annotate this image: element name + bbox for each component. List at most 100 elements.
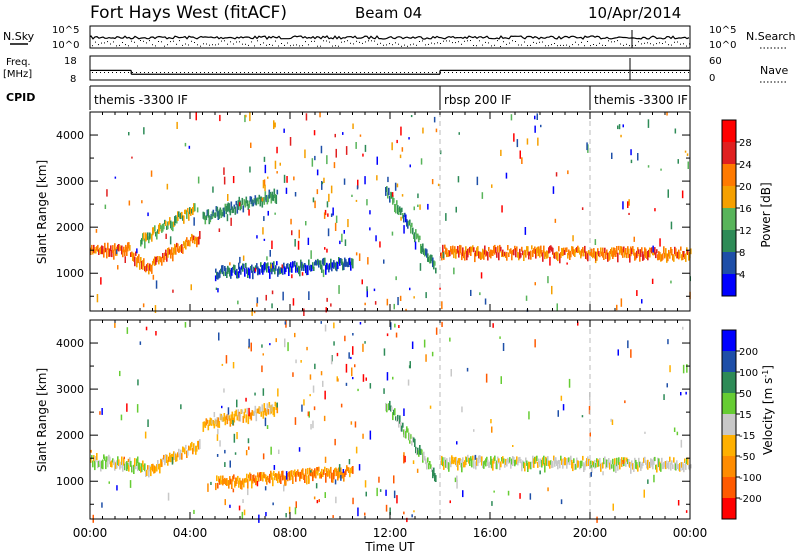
echo-cell xyxy=(217,482,219,489)
echo-cell xyxy=(483,461,485,469)
noise-cell xyxy=(290,218,292,225)
nsearch-dot xyxy=(407,45,408,47)
colorbar-tick-label: -100 xyxy=(739,473,762,484)
nave-dot xyxy=(112,72,113,73)
noise-cell xyxy=(180,404,182,410)
echo-cell xyxy=(325,472,327,483)
noise-cell xyxy=(379,489,382,492)
noise-cell xyxy=(305,113,308,121)
noise-cell xyxy=(519,493,521,499)
noise-cell xyxy=(445,213,447,221)
noise-cell xyxy=(409,164,411,168)
echo-cell xyxy=(343,471,345,482)
echo-cell xyxy=(112,245,114,254)
echo-cell xyxy=(500,461,502,468)
noise-cell xyxy=(289,137,292,146)
noise-cell xyxy=(262,453,265,460)
echo-cell xyxy=(444,457,446,466)
echo-cell xyxy=(634,252,636,261)
noise-cell xyxy=(403,408,405,416)
echo-cell xyxy=(394,203,396,213)
noise-cell xyxy=(375,235,377,242)
noise-cell xyxy=(357,179,359,189)
echo-cell xyxy=(107,242,109,250)
nave-dot xyxy=(144,72,145,73)
echo-cell xyxy=(621,246,623,256)
echo-cell xyxy=(238,480,240,488)
echo-cell xyxy=(158,260,160,265)
echo-cell xyxy=(125,461,127,471)
noise-cell xyxy=(137,456,139,463)
nave-dot xyxy=(96,72,97,73)
echo-cell xyxy=(124,249,126,257)
echo-cell xyxy=(479,251,481,259)
nsearch-dot xyxy=(563,44,564,46)
echo-cell xyxy=(410,225,412,234)
echo-cell xyxy=(248,267,250,276)
echo-cell xyxy=(638,457,640,466)
echo-cell xyxy=(461,252,463,261)
nsearch-dot xyxy=(578,44,579,46)
echo-cell xyxy=(620,246,622,253)
echo-cell xyxy=(217,271,219,280)
echo-cell xyxy=(154,256,156,266)
noise-cell xyxy=(271,290,274,295)
echo-cell xyxy=(127,462,129,470)
nave-dot xyxy=(648,72,649,73)
echo-cell xyxy=(567,457,569,465)
noise-cell xyxy=(534,115,536,120)
echo-cell xyxy=(662,463,664,470)
echo-cell xyxy=(456,248,458,255)
noise-cell xyxy=(622,124,624,128)
nsearch-dot xyxy=(371,40,372,42)
noise-cell xyxy=(262,227,264,235)
echo-cell xyxy=(672,464,674,469)
echo-cell xyxy=(688,252,690,261)
echo-cell xyxy=(684,254,686,260)
echo-cell xyxy=(252,199,255,207)
nave-dot xyxy=(352,72,353,73)
echo-cell xyxy=(482,461,484,469)
noise-cell xyxy=(406,517,408,523)
echo-cell xyxy=(629,461,631,468)
echo-cell xyxy=(525,250,527,258)
noise-cell xyxy=(327,213,329,217)
echo-cell xyxy=(111,460,113,468)
nsearch-dot xyxy=(146,42,147,44)
echo-cell xyxy=(246,473,248,483)
echo-cell xyxy=(514,245,516,251)
nave-dot xyxy=(320,72,321,73)
echo-cell xyxy=(481,252,483,259)
noise-cell xyxy=(333,341,335,346)
nsearch-dot xyxy=(386,44,387,46)
noise-cell xyxy=(283,128,285,133)
noise-cell xyxy=(500,376,502,384)
echo-cell xyxy=(585,460,587,467)
y-tick-label: 2000 xyxy=(56,221,84,234)
noise-cell xyxy=(457,176,460,183)
noise-cell xyxy=(213,412,216,418)
echo-cell xyxy=(345,469,347,475)
noise-cell xyxy=(414,241,417,250)
echo-cell xyxy=(136,257,138,268)
noise-cell xyxy=(653,474,655,483)
echo-cell xyxy=(561,247,563,256)
echo-cell xyxy=(627,459,629,465)
noise-cell xyxy=(355,199,358,202)
nave-dot xyxy=(624,72,625,73)
echo-cell xyxy=(606,249,608,255)
echo-cell xyxy=(571,459,573,469)
colorbar-tick-label: 24 xyxy=(739,160,752,171)
nsearch-dot xyxy=(452,42,453,44)
nave-dot xyxy=(588,72,589,73)
x-tick-label: 04:00 xyxy=(173,526,208,540)
echo-cell xyxy=(623,246,625,253)
nsky-tick-bottom: 10^0 xyxy=(52,40,79,51)
echo-cell xyxy=(243,263,245,269)
noise-cell xyxy=(677,159,679,164)
noise-cell xyxy=(555,172,558,177)
echo-cell xyxy=(177,452,179,458)
echo-cell xyxy=(155,231,157,237)
noise-cell xyxy=(355,446,358,454)
echo-cell xyxy=(480,456,482,463)
